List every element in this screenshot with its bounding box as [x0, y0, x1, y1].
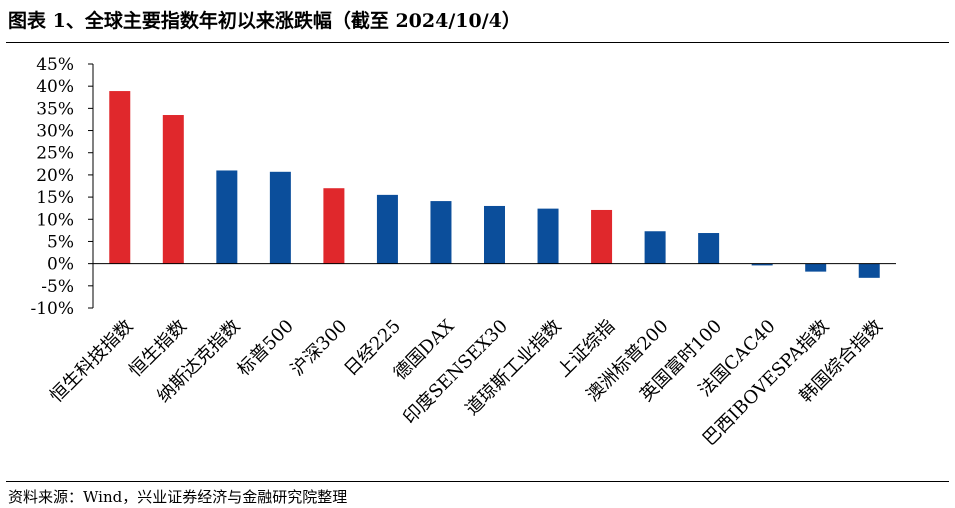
bar-6	[376, 194, 398, 264]
x-tick-label: 道琼斯工业指数	[462, 316, 566, 420]
y-tick-label: 35%	[36, 99, 74, 119]
bar-14	[805, 263, 827, 272]
source-note: 资料来源：Wind，兴业证券经济与金融研究院整理	[8, 488, 348, 506]
y-tick-label: 0%	[47, 255, 74, 275]
x-tick-label: 标普500	[233, 316, 298, 381]
top-rule	[6, 42, 949, 43]
bar-7	[430, 201, 452, 264]
bar-3	[216, 170, 238, 264]
bar-13	[751, 263, 773, 266]
y-tick-label: 45%	[36, 55, 74, 75]
y-tick-label: -5%	[41, 277, 74, 297]
bars	[109, 91, 880, 278]
bar-15	[858, 263, 880, 278]
x-tick-label: 沪深300	[287, 316, 352, 381]
chart-title: 图表 1、全球主要指数年初以来涨跌幅（截至 2024/10/4）	[8, 10, 521, 32]
bar-10	[591, 209, 613, 264]
bar-8	[484, 205, 505, 264]
y-tick-label: 15%	[36, 188, 74, 208]
bar-9	[537, 208, 559, 264]
y-axis: -10%-5%0% 5%10%15%20%25%30% 35%40%45%	[30, 55, 94, 319]
bar-12	[698, 233, 720, 264]
bar-2	[162, 115, 184, 264]
bar-4	[269, 171, 291, 264]
y-tick-label: 10%	[36, 210, 74, 230]
bar-5	[323, 188, 345, 264]
y-tick-label: 40%	[36, 77, 74, 97]
bottom-rule	[6, 481, 949, 482]
y-tick-label: 20%	[36, 166, 74, 186]
y-tick-label: 25%	[36, 144, 74, 164]
y-tick-label: 5%	[47, 232, 74, 252]
x-axis-labels: 恒生科技指数恒生指数纳斯达克指数标普500沪深300日经225德国DAX印度SE…	[46, 316, 887, 451]
y-tick-label: -10%	[30, 299, 74, 319]
bar-1	[109, 91, 131, 264]
bar-11	[644, 231, 666, 264]
x-tick-label: 恒生科技指数	[46, 316, 137, 407]
y-tick-label: 30%	[36, 122, 74, 142]
